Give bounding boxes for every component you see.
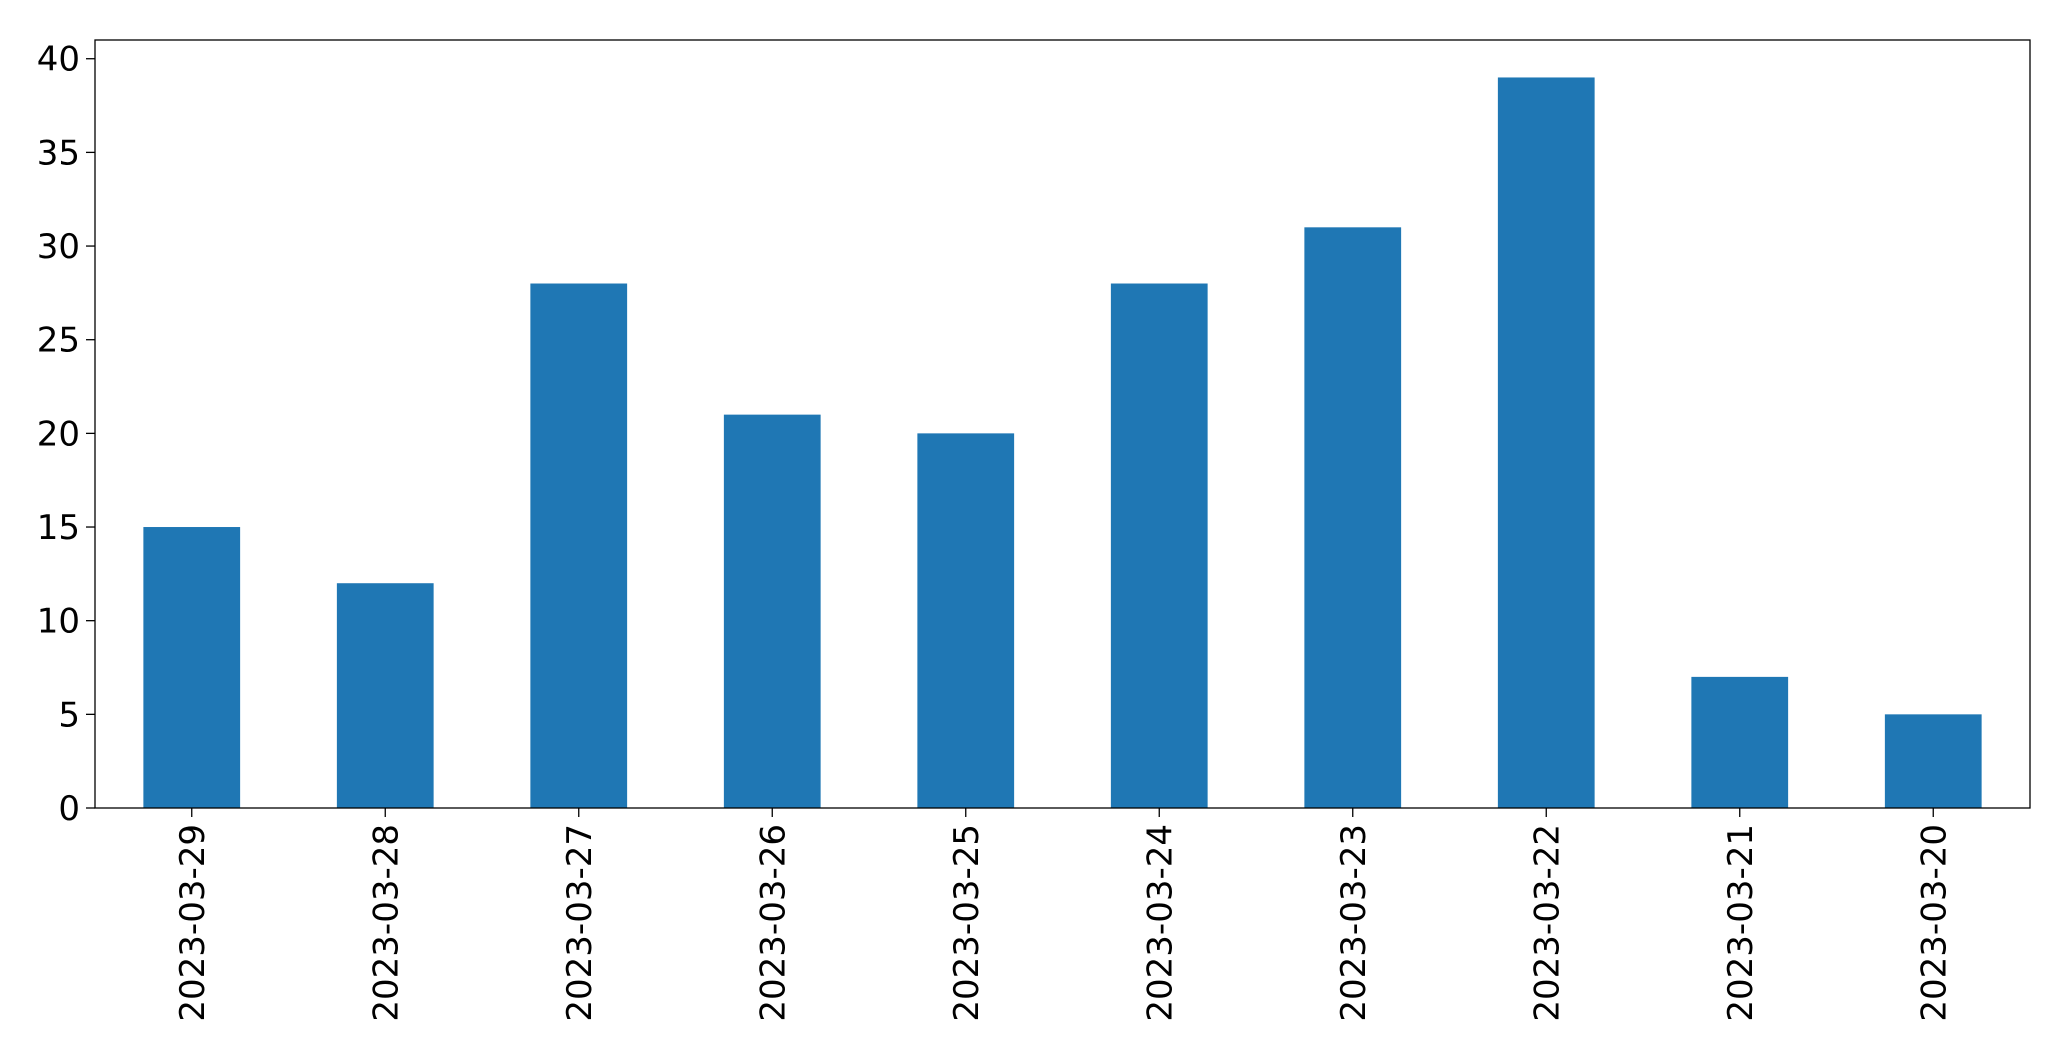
bar — [336, 583, 434, 808]
x-tick-label: 2023-03-23 — [1334, 824, 1374, 1022]
bar — [1497, 77, 1595, 808]
x-tick-label: 2023-03-25 — [947, 824, 987, 1022]
x-tick-label: 2023-03-28 — [366, 824, 406, 1022]
x-tick-label: 2023-03-27 — [560, 824, 600, 1022]
bar — [1691, 676, 1789, 808]
bar — [1110, 283, 1208, 808]
bar — [1304, 227, 1402, 808]
y-tick-label: 35 — [37, 133, 80, 173]
bar — [143, 527, 241, 808]
bar — [1884, 714, 1982, 808]
y-tick-label: 15 — [37, 508, 80, 548]
y-tick-label: 10 — [37, 602, 80, 642]
x-tick-label: 2023-03-20 — [1914, 824, 1954, 1022]
x-tick-label: 2023-03-26 — [753, 824, 793, 1022]
plot-frame — [94, 39, 2031, 809]
bar — [917, 433, 1015, 808]
y-tick-label: 5 — [58, 695, 80, 735]
y-tick-label: 30 — [37, 227, 80, 267]
bar — [723, 414, 821, 808]
x-tick-label: 2023-03-22 — [1527, 824, 1567, 1022]
bar — [530, 283, 628, 808]
y-tick-label: 0 — [58, 789, 80, 829]
x-tick-label: 2023-03-21 — [1721, 824, 1761, 1022]
y-tick-label: 25 — [37, 321, 80, 361]
y-tick-label: 40 — [37, 40, 80, 80]
x-tick-label: 2023-03-29 — [173, 824, 213, 1022]
y-tick-label: 20 — [37, 414, 80, 454]
x-tick-label: 2023-03-24 — [1140, 824, 1180, 1022]
